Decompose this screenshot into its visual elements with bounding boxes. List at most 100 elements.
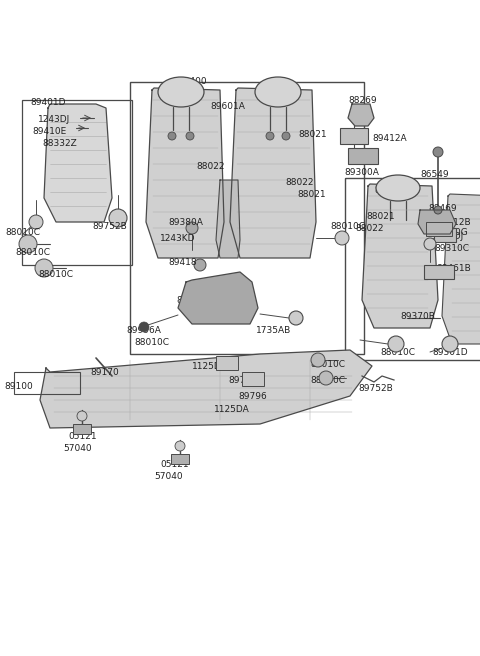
Text: 88269: 88269 bbox=[348, 96, 377, 105]
Text: 88021: 88021 bbox=[366, 212, 395, 221]
Text: 1243DJ: 1243DJ bbox=[38, 115, 70, 124]
Circle shape bbox=[266, 132, 274, 140]
Circle shape bbox=[289, 311, 303, 325]
Text: 89170: 89170 bbox=[90, 368, 119, 377]
Text: 88010C: 88010C bbox=[310, 376, 345, 385]
Circle shape bbox=[186, 132, 194, 140]
Bar bbox=[171, 454, 189, 464]
Text: 1243DJ: 1243DJ bbox=[432, 232, 464, 241]
Text: 89400: 89400 bbox=[178, 77, 206, 86]
Bar bbox=[73, 424, 91, 434]
Polygon shape bbox=[146, 88, 224, 258]
Text: 89418: 89418 bbox=[168, 258, 197, 267]
Text: 88010C: 88010C bbox=[134, 338, 169, 347]
Text: 88010C: 88010C bbox=[5, 228, 40, 237]
Text: 88022: 88022 bbox=[355, 224, 384, 233]
Text: 89601A: 89601A bbox=[374, 186, 409, 195]
Circle shape bbox=[35, 259, 53, 277]
Text: 89370G: 89370G bbox=[432, 228, 468, 237]
Text: 89401D: 89401D bbox=[30, 98, 65, 107]
Polygon shape bbox=[216, 180, 240, 258]
Text: 89410E: 89410E bbox=[32, 127, 66, 136]
Ellipse shape bbox=[158, 77, 204, 107]
Bar bbox=[434, 228, 456, 242]
Text: 05121: 05121 bbox=[160, 460, 189, 469]
Text: 89601A: 89601A bbox=[210, 102, 245, 111]
Circle shape bbox=[424, 238, 436, 250]
Text: 86549: 86549 bbox=[420, 170, 449, 179]
Text: 89412B: 89412B bbox=[436, 218, 470, 227]
Bar bbox=[130, 82, 364, 354]
Text: 89317B: 89317B bbox=[176, 296, 211, 305]
Bar bbox=[216, 356, 238, 370]
Text: 57040: 57040 bbox=[63, 444, 92, 453]
Text: 89796: 89796 bbox=[228, 376, 257, 385]
Polygon shape bbox=[44, 104, 112, 222]
Text: 1125DA: 1125DA bbox=[192, 362, 228, 371]
Circle shape bbox=[335, 231, 349, 245]
Circle shape bbox=[77, 411, 87, 421]
Text: 89370B: 89370B bbox=[400, 312, 435, 321]
Text: 1243KD: 1243KD bbox=[160, 234, 195, 243]
Circle shape bbox=[29, 215, 43, 229]
Circle shape bbox=[168, 132, 176, 140]
Text: 57040: 57040 bbox=[154, 472, 182, 481]
Bar bbox=[14, 372, 80, 394]
Bar bbox=[345, 178, 480, 360]
Polygon shape bbox=[442, 194, 480, 344]
Circle shape bbox=[433, 147, 443, 157]
Text: 05121: 05121 bbox=[68, 432, 96, 441]
Bar bbox=[426, 222, 452, 236]
Text: 89796: 89796 bbox=[238, 392, 267, 401]
Circle shape bbox=[186, 222, 198, 234]
Polygon shape bbox=[418, 210, 456, 234]
Text: 88022: 88022 bbox=[196, 162, 225, 171]
Text: 1735AB: 1735AB bbox=[256, 326, 291, 335]
Polygon shape bbox=[348, 104, 374, 126]
Circle shape bbox=[175, 441, 185, 451]
Text: 88010C: 88010C bbox=[15, 248, 50, 257]
Text: 88332Z: 88332Z bbox=[42, 139, 77, 148]
Text: 88021: 88021 bbox=[298, 130, 326, 139]
Circle shape bbox=[139, 322, 149, 332]
Circle shape bbox=[388, 336, 404, 352]
Text: 88461B: 88461B bbox=[436, 264, 471, 273]
Text: 1125DA: 1125DA bbox=[214, 405, 250, 414]
Circle shape bbox=[109, 209, 127, 227]
Bar bbox=[242, 372, 264, 386]
Text: 88010C: 88010C bbox=[310, 360, 345, 369]
Polygon shape bbox=[230, 88, 316, 258]
Text: 89752B: 89752B bbox=[92, 222, 127, 231]
Circle shape bbox=[282, 132, 290, 140]
Text: 89310C: 89310C bbox=[434, 244, 469, 253]
Circle shape bbox=[311, 353, 325, 367]
Text: 89995: 89995 bbox=[188, 308, 217, 317]
Ellipse shape bbox=[376, 175, 420, 201]
Text: 89301D: 89301D bbox=[432, 348, 468, 357]
Polygon shape bbox=[362, 184, 438, 328]
Text: 88021: 88021 bbox=[297, 190, 325, 199]
Circle shape bbox=[194, 259, 206, 271]
Text: 88010C: 88010C bbox=[330, 222, 365, 231]
Text: 89100: 89100 bbox=[4, 382, 33, 391]
Bar bbox=[424, 265, 454, 279]
Text: 89996A: 89996A bbox=[126, 326, 161, 335]
Circle shape bbox=[319, 371, 333, 385]
Circle shape bbox=[19, 235, 37, 253]
Circle shape bbox=[434, 206, 442, 214]
Text: 89300A: 89300A bbox=[344, 168, 379, 177]
Text: 89752B: 89752B bbox=[358, 384, 393, 393]
Polygon shape bbox=[40, 350, 372, 428]
Text: 89380A: 89380A bbox=[168, 218, 203, 227]
Bar bbox=[348, 148, 378, 164]
Bar bbox=[22, 100, 132, 265]
Text: 88022: 88022 bbox=[285, 178, 313, 187]
Bar bbox=[340, 128, 368, 144]
Text: 89412A: 89412A bbox=[372, 134, 407, 143]
Ellipse shape bbox=[255, 77, 301, 107]
Text: 88010C: 88010C bbox=[380, 348, 415, 357]
Text: 88010C: 88010C bbox=[38, 270, 73, 279]
Circle shape bbox=[442, 336, 458, 352]
Text: 88469: 88469 bbox=[428, 204, 456, 213]
Polygon shape bbox=[178, 272, 258, 324]
